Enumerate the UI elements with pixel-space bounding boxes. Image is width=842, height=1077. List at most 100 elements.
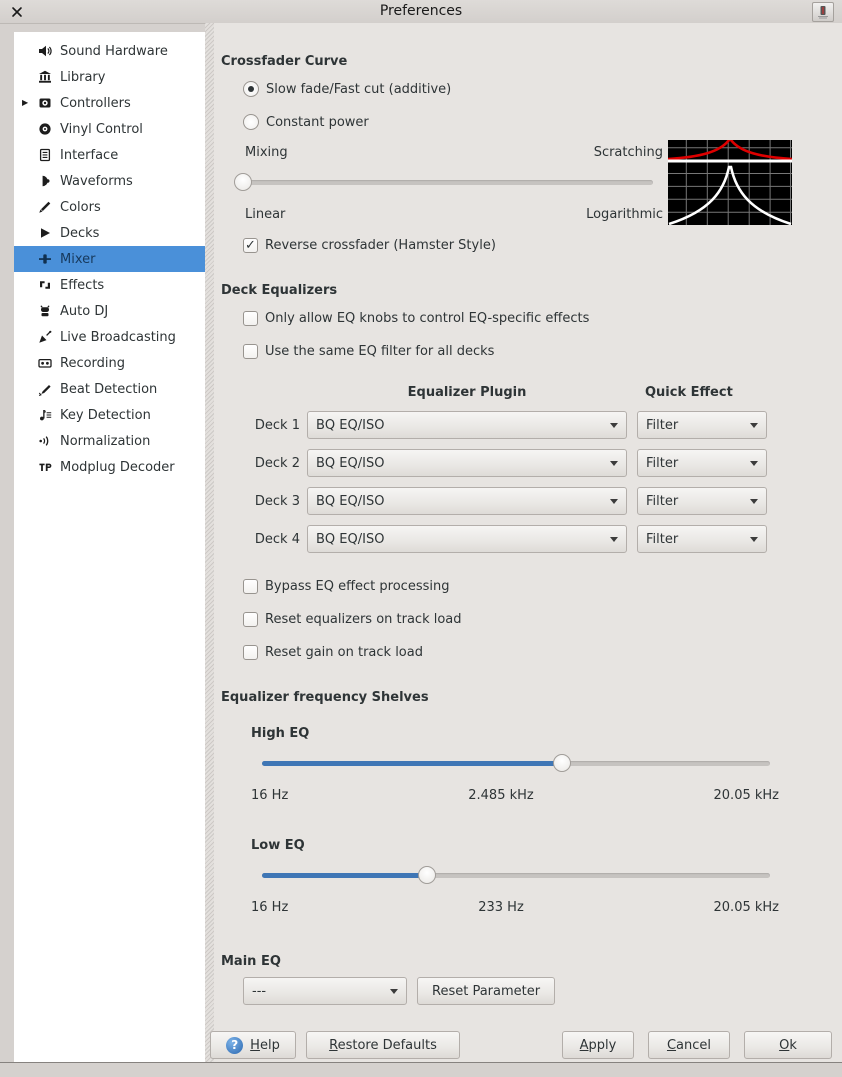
low-eq-value-label: 233 Hz	[478, 900, 524, 915]
sidebar-item-label: Sound Hardware	[60, 43, 168, 59]
chevron-down-icon	[610, 498, 618, 504]
sidebar-item-controllers[interactable]: ▶ Controllers	[14, 90, 205, 116]
app-icon[interactable]	[812, 2, 834, 22]
sidebar-item-mixer[interactable]: Mixer	[14, 246, 205, 272]
sidebar-item-label: Key Detection	[60, 407, 151, 423]
sidebar-item-label: Library	[60, 69, 106, 85]
slider-knob[interactable]	[234, 173, 252, 191]
chevron-down-icon	[750, 460, 758, 466]
restore-defaults-button[interactable]: Restore Defaults	[306, 1031, 460, 1059]
sidebar-item-waveforms[interactable]: Waveforms	[14, 168, 205, 194]
checkbox-reset-gain-on-track-load[interactable]: ✓	[243, 645, 258, 660]
low-eq-min-label: 16 Hz	[251, 900, 289, 915]
reverse-crossfader-checkbox[interactable]: ✓	[243, 238, 258, 253]
sidebar-item-decks[interactable]: Decks	[14, 220, 205, 246]
checkbox-label: Reset gain on track load	[265, 645, 423, 660]
slider-knob[interactable]	[552, 754, 571, 772]
deck-3-quick-effect-dropdown[interactable]: Filter	[637, 487, 767, 515]
equalizer-plugin-column-header: Equalizer Plugin	[407, 385, 527, 400]
sidebar-item-label: Effects	[60, 277, 105, 293]
waveform-icon	[38, 174, 52, 188]
deck-eq-table: Deck 1 BQ EQ/ISO Filter Deck 2 BQ EQ/ISO Filt…	[240, 411, 770, 563]
sidebar-item-label: Colors	[60, 199, 101, 215]
linear-label: Linear	[245, 207, 286, 222]
dropdown-value: Filter	[646, 417, 679, 433]
slider-track[interactable]	[243, 180, 653, 185]
sidebar-item-normalization[interactable]: Normalization	[14, 428, 205, 454]
checkbox-label: Bypass EQ effect processing	[265, 579, 450, 594]
main-eq-dropdown-value: ---	[252, 983, 267, 999]
close-icon[interactable]	[8, 3, 26, 21]
sidebar-item-colors[interactable]: Colors	[14, 194, 205, 220]
chevron-down-icon	[750, 536, 758, 542]
checkbox-only-allow-eq-knobs-to-control-eq-specific-effects[interactable]: ✓	[243, 311, 258, 326]
high-eq-min-label: 16 Hz	[251, 788, 289, 803]
deck-3-eq-plugin-dropdown[interactable]: BQ EQ/ISO	[307, 487, 627, 515]
reset-parameter-button[interactable]: Reset Parameter	[417, 977, 556, 1005]
checkbox-bypass-eq-effect-processing[interactable]: ✓	[243, 579, 258, 594]
checkbox-use-the-same-eq-filter-for-all-decks[interactable]: ✓	[243, 344, 258, 359]
dropdown-value: Filter	[646, 531, 679, 547]
deck-equalizers-heading: Deck Equalizers	[221, 283, 338, 298]
radio-slow-fade-fast-cut-additive[interactable]	[243, 81, 259, 97]
low-eq-slider[interactable]	[262, 866, 770, 884]
sidebar-item-label: Beat Detection	[60, 381, 158, 397]
sidebar-item-vinyl-control[interactable]: Vinyl Control	[14, 116, 205, 142]
slider-track[interactable]	[262, 873, 770, 878]
deck-4-eq-plugin-dropdown[interactable]: BQ EQ/ISO	[307, 525, 627, 553]
chevron-down-icon	[750, 498, 758, 504]
checkbox-label: Only allow EQ knobs to control EQ-specif…	[265, 311, 590, 326]
slider-knob[interactable]	[418, 866, 437, 884]
deck-1-eq-plugin-dropdown[interactable]: BQ EQ/ISO	[307, 411, 627, 439]
help-button[interactable]: ? Help	[210, 1031, 296, 1059]
chevron-down-icon	[610, 460, 618, 466]
colors-icon	[38, 200, 52, 214]
modplug-icon	[38, 460, 52, 474]
cancel-button[interactable]: Cancel	[648, 1031, 730, 1059]
crossfader-curve-graph	[667, 138, 793, 226]
crossfader-curve-slider[interactable]	[234, 173, 653, 191]
vinyl-icon	[38, 122, 52, 136]
sidebar-item-label: Decks	[60, 225, 100, 241]
checkbox-label: Use the same EQ filter for all decks	[265, 344, 495, 359]
window-bottom-edge	[0, 1062, 842, 1077]
radio-constant-power[interactable]	[243, 114, 259, 130]
sidebar-item-label: Live Broadcasting	[60, 329, 176, 345]
deck-1-quick-effect-dropdown[interactable]: Filter	[637, 411, 767, 439]
mixer-icon	[38, 252, 52, 266]
button-label: Apply	[579, 1037, 617, 1053]
sidebar-splitter[interactable]	[205, 23, 214, 1063]
sidebar-item-auto-dj[interactable]: Auto DJ	[14, 298, 205, 324]
button-label: Cancel	[666, 1037, 712, 1053]
sidebar-item-label: Vinyl Control	[60, 121, 143, 137]
sidebar-item-library[interactable]: Library	[14, 64, 205, 90]
high-eq-slider[interactable]	[262, 754, 770, 772]
checkbox-reset-equalizers-on-track-load[interactable]: ✓	[243, 612, 258, 627]
sidebar-item-label: Modplug Decoder	[60, 459, 175, 475]
sidebar-item-modplug-decoder[interactable]: Modplug Decoder	[14, 454, 205, 480]
deck-4-quick-effect-dropdown[interactable]: Filter	[637, 525, 767, 553]
library-icon	[38, 70, 52, 84]
sidebar-item-sound-hardware[interactable]: Sound Hardware	[14, 38, 205, 64]
normalization-icon	[38, 434, 52, 448]
logarithmic-label: Logarithmic	[586, 207, 663, 222]
sidebar-item-recording[interactable]: Recording	[14, 350, 205, 376]
expander-arrow-icon[interactable]: ▶	[22, 98, 29, 107]
radio-label: Constant power	[266, 115, 369, 130]
ok-button[interactable]: Ok	[744, 1031, 832, 1059]
sidebar-item-key-detection[interactable]: Key Detection	[14, 402, 205, 428]
controller-icon	[38, 96, 52, 110]
sidebar-item-effects[interactable]: Effects	[14, 272, 205, 298]
high-eq-value-label: 2.485 kHz	[468, 788, 534, 803]
deck-2-eq-plugin-dropdown[interactable]: BQ EQ/ISO	[307, 449, 627, 477]
deck-2-quick-effect-dropdown[interactable]: Filter	[637, 449, 767, 477]
sidebar-item-beat-detection[interactable]: Beat Detection	[14, 376, 205, 402]
apply-button[interactable]: Apply	[562, 1031, 634, 1059]
reset-parameter-label: Reset Parameter	[432, 983, 541, 999]
autodj-icon	[38, 304, 52, 318]
sidebar-item-live-broadcasting[interactable]: Live Broadcasting	[14, 324, 205, 350]
slider-fill	[262, 873, 428, 878]
main-eq-dropdown[interactable]: ---	[243, 977, 407, 1005]
sidebar-item-interface[interactable]: Interface	[14, 142, 205, 168]
